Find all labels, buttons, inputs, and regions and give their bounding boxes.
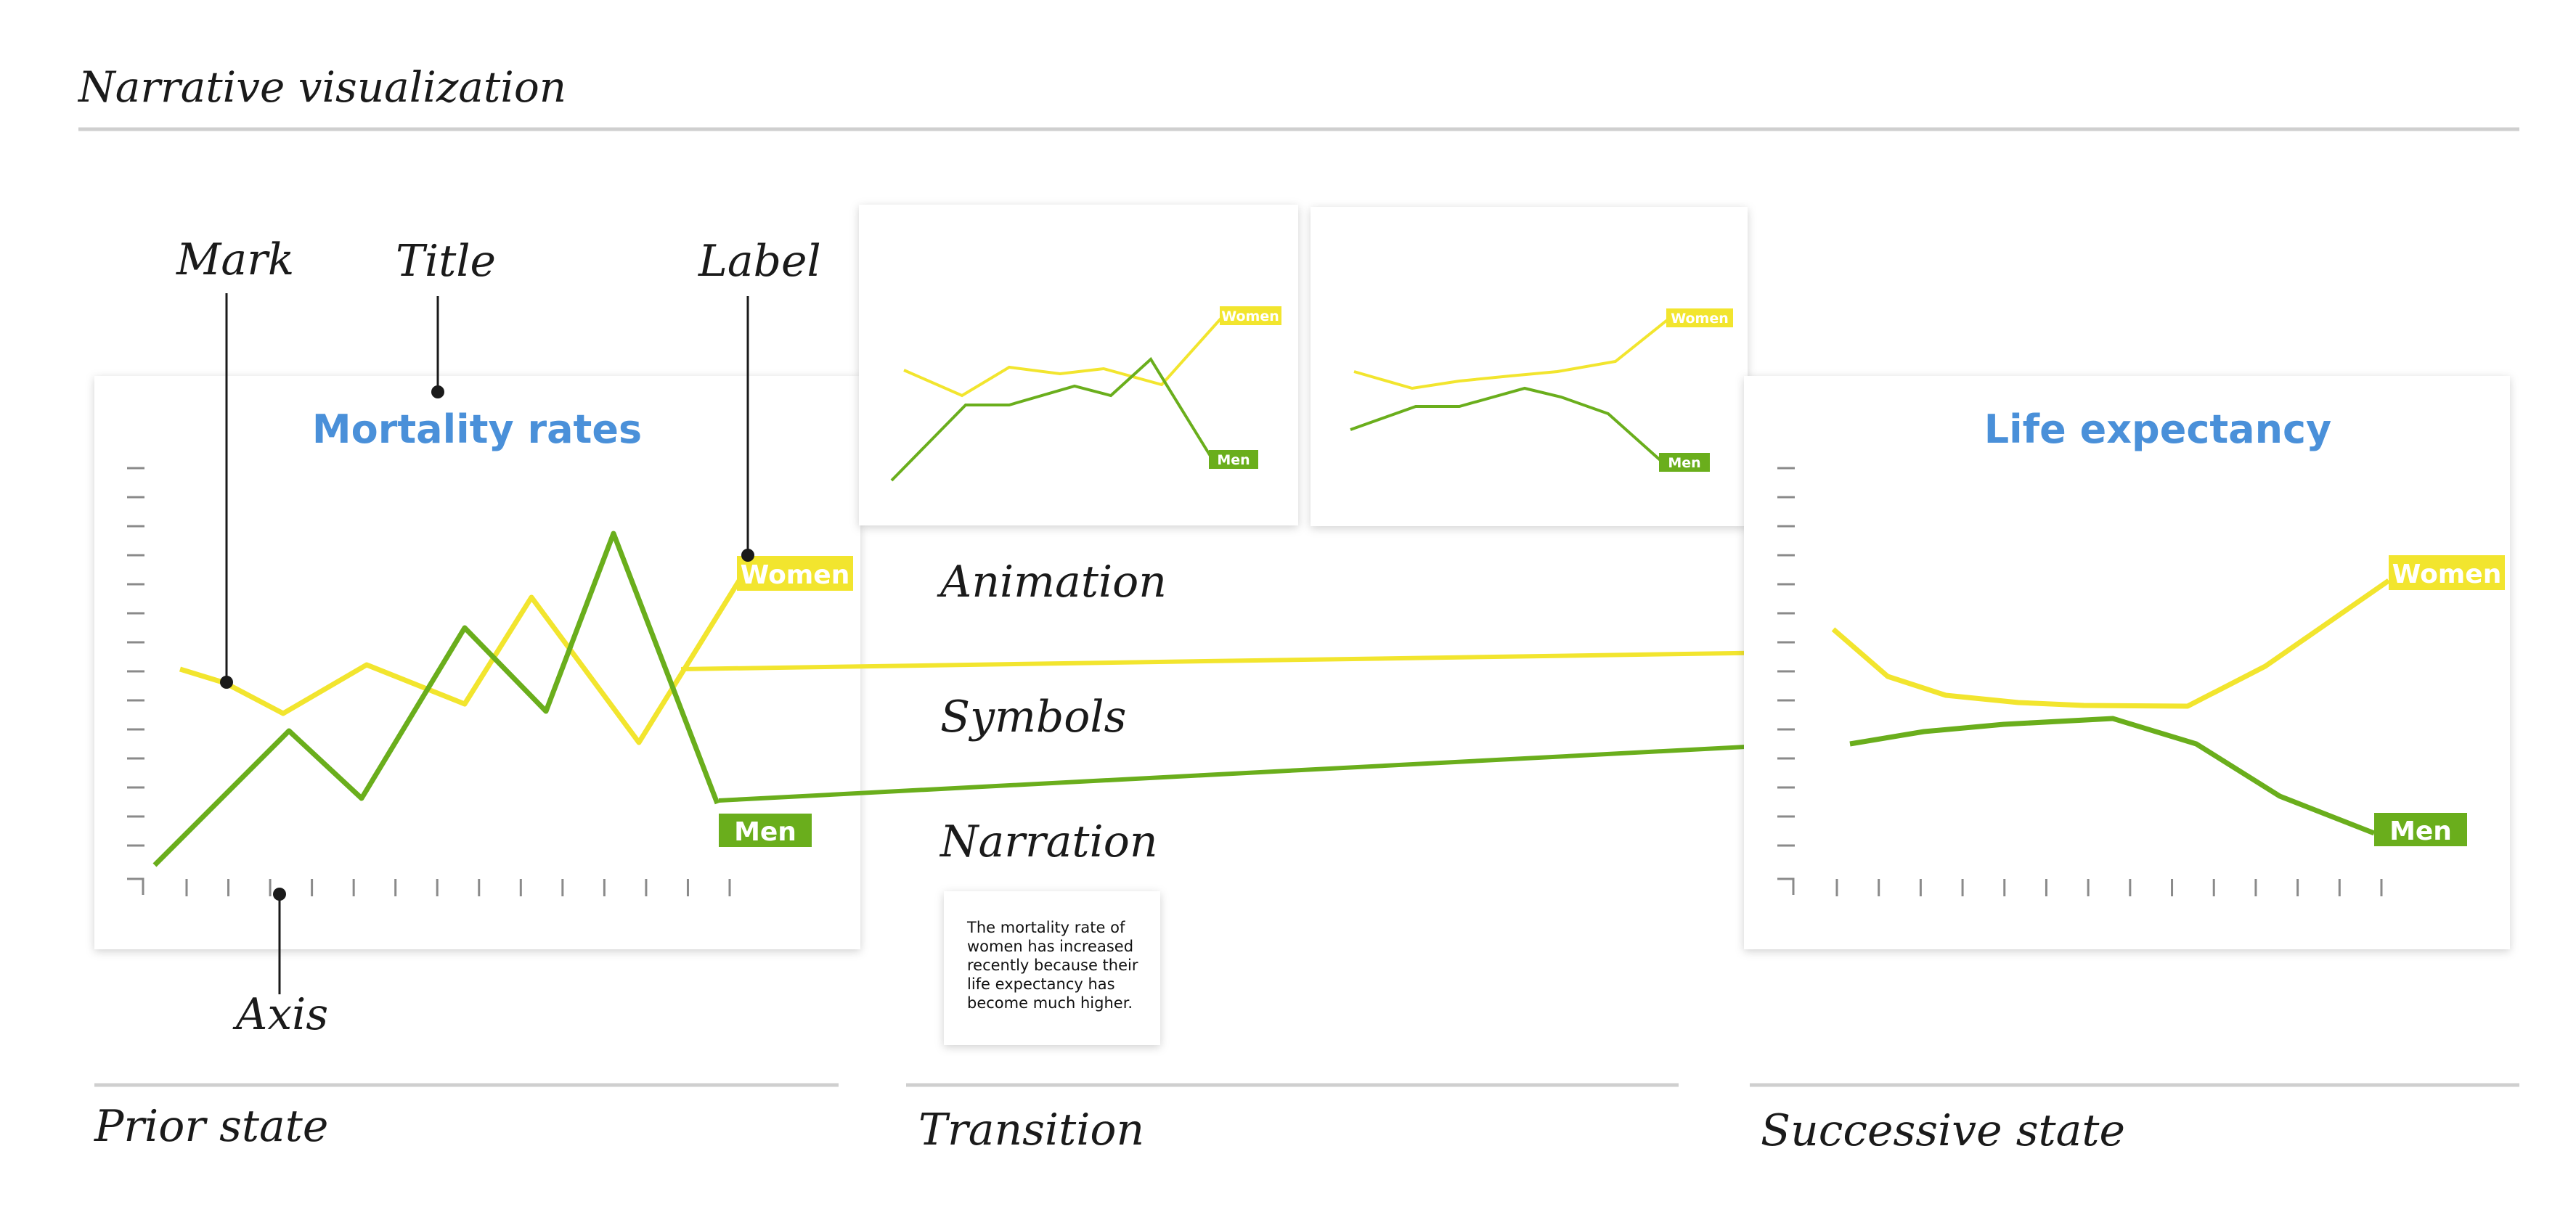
annotation-axis-text: Axis <box>232 989 328 1040</box>
transition-item-narration: Narration <box>939 816 1157 867</box>
narration-note-line-2: women has increased <box>967 938 1133 955</box>
frame2-women-label-box <box>1666 308 1733 327</box>
successive-men-label: Men <box>2389 816 2452 846</box>
annotation-title-text: Title <box>396 236 496 287</box>
successive-women-label: Women <box>2392 560 2502 589</box>
prior-chart-card <box>94 376 860 949</box>
transition-item-symbols: Symbols <box>940 692 1126 742</box>
prior-men-label-box <box>719 814 812 847</box>
annotation-mark: Mark <box>176 234 294 689</box>
successive-section-label: Successive state <box>1761 1105 2125 1156</box>
frame1-women-label: Women <box>1221 308 1279 324</box>
prior-section-label: Prior state <box>94 1101 328 1152</box>
annotation-title-dot <box>431 385 444 398</box>
transition-item-animation: Animation <box>937 557 1167 607</box>
successive-state-chart: Life expectancy Women Men <box>1744 376 2510 949</box>
transition-frame-1: Women Men <box>859 205 1298 525</box>
narration-note: The mortality rate of women has increase… <box>944 891 1160 1045</box>
transition-frame-2: Women Men <box>1311 207 1748 526</box>
successive-women-line <box>1831 578 2390 709</box>
transition-frame-1-card <box>859 205 1298 525</box>
page-title: Narrative visualization <box>77 62 566 112</box>
women-link-arrow <box>680 641 1832 671</box>
prior-state-chart: Mortality rates Women Men <box>94 376 860 949</box>
frame2-men-label-box <box>1659 453 1710 472</box>
annotation-label-dot <box>741 549 754 562</box>
frame2-women-label: Women <box>1671 311 1729 327</box>
annotation-mark-text: Mark <box>176 234 294 285</box>
annotation-axis: Axis <box>232 888 328 1040</box>
frame1-men-label-box <box>1209 450 1258 469</box>
narration-note-line-3: recently because their <box>967 957 1138 974</box>
successive-chart-title: Life expectancy <box>1984 406 2332 452</box>
transition-section-label: Transition <box>918 1105 1144 1155</box>
frame2-men-line <box>1350 386 1664 464</box>
frame1-men-label: Men <box>1217 452 1250 468</box>
prior-chart-title: Mortality rates <box>312 406 642 452</box>
frame1-men-line <box>890 356 1214 482</box>
frame1-women-line <box>903 314 1225 398</box>
prior-men-label: Men <box>734 817 796 847</box>
prior-x-axis <box>185 879 731 896</box>
frame2-women-line <box>1353 316 1671 390</box>
successive-axis-corner <box>1777 877 1795 895</box>
successive-men-label-box <box>2374 813 2467 846</box>
successive-y-axis <box>1777 467 1795 895</box>
prior-men-line <box>152 531 720 867</box>
annotation-label: Label <box>698 236 821 562</box>
narration-note-line-4: life expectancy has <box>967 975 1115 993</box>
transition-frame-2-card <box>1311 207 1748 526</box>
frame2-men-label: Men <box>1668 455 1700 471</box>
prior-axis-corner <box>127 877 144 895</box>
successive-chart-card <box>1744 376 2510 949</box>
narration-note-line-5: become much higher. <box>967 994 1133 1012</box>
annotation-title: Title <box>396 236 496 398</box>
successive-women-label-box <box>2389 555 2505 590</box>
prior-women-line <box>179 579 741 745</box>
frame1-women-label-box <box>1220 306 1281 325</box>
men-link-arrow <box>718 732 1832 803</box>
annotation-label-text: Label <box>698 236 821 287</box>
annotation-mark-dot <box>220 676 233 689</box>
prior-y-axis <box>127 467 144 895</box>
successive-men-line <box>1849 716 2376 836</box>
narration-note-card <box>944 891 1160 1045</box>
prior-women-label-box <box>737 556 853 591</box>
narration-note-line-1: The mortality rate of <box>966 919 1125 936</box>
successive-x-axis <box>1835 879 2383 896</box>
prior-women-label: Women <box>741 560 850 590</box>
